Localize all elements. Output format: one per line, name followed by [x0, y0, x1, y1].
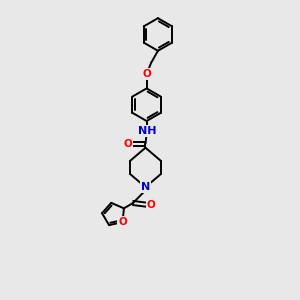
Text: NH: NH	[139, 126, 157, 136]
Text: N: N	[141, 182, 150, 192]
Text: O: O	[142, 69, 151, 79]
Text: O: O	[147, 200, 155, 210]
Text: O: O	[118, 217, 127, 227]
Text: O: O	[123, 139, 132, 149]
